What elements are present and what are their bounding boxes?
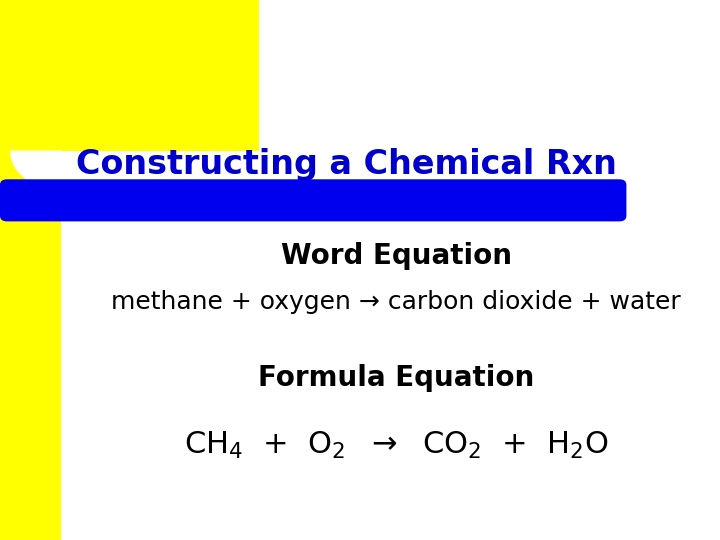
Text: methane + oxygen → carbon dioxide + water: methane + oxygen → carbon dioxide + wate… (111, 291, 681, 314)
Polygon shape (11, 151, 61, 189)
Text: Word Equation: Word Equation (281, 242, 511, 271)
Bar (0, 0, 61, 540)
Text: Constructing a Chemical Rxn: Constructing a Chemical Rxn (76, 148, 616, 181)
FancyBboxPatch shape (0, 179, 626, 221)
Text: $\mathregular{CH_4}$  +  $\mathregular{O_2}$  $\rightarrow$  $\mathregular{CO_2}: $\mathregular{CH_4}$ + $\mathregular{O_2… (184, 430, 608, 461)
Bar (0, 0, 259, 151)
Text: Formula Equation: Formula Equation (258, 364, 534, 392)
